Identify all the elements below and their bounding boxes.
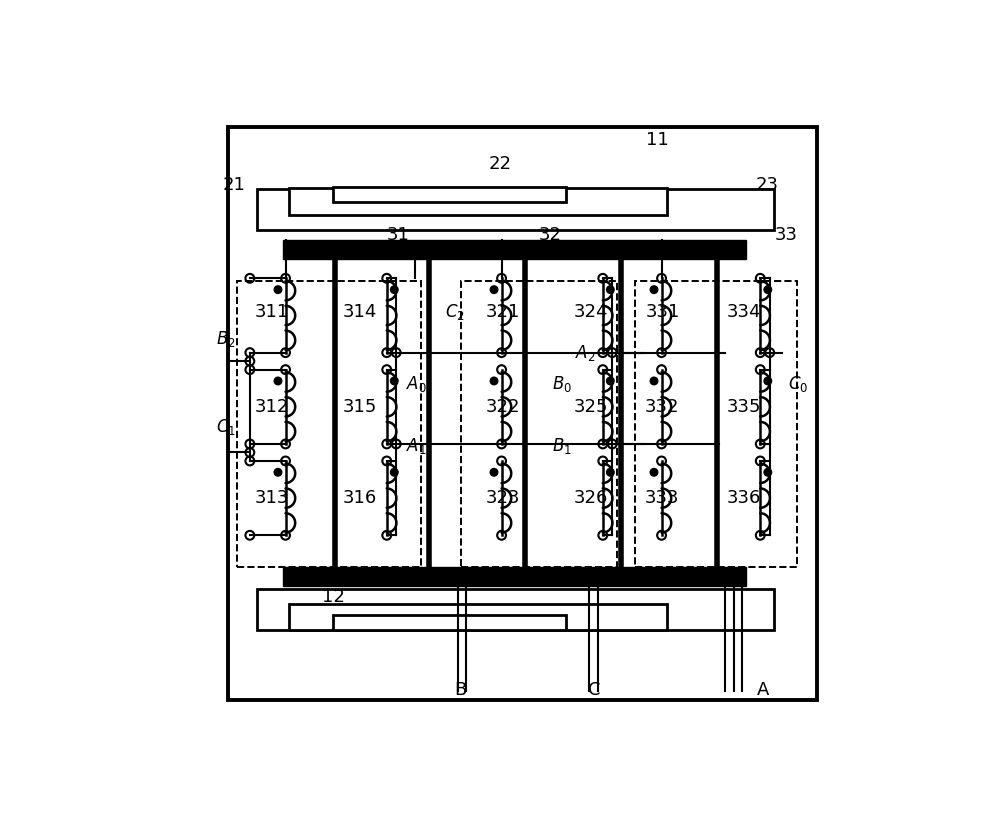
Text: $C_2$: $C_2$ — [445, 303, 464, 322]
Text: 316: 316 — [343, 489, 377, 507]
Bar — [289, 188, 667, 214]
Bar — [257, 190, 774, 231]
Circle shape — [650, 469, 658, 476]
Circle shape — [274, 377, 282, 384]
Circle shape — [607, 469, 614, 476]
Text: 33: 33 — [774, 227, 797, 245]
Bar — [289, 604, 667, 631]
Text: 32: 32 — [539, 227, 562, 245]
Circle shape — [764, 285, 772, 294]
Text: 312: 312 — [255, 398, 289, 416]
Circle shape — [274, 469, 282, 476]
Circle shape — [650, 285, 658, 294]
Text: $B_0$: $B_0$ — [552, 374, 572, 394]
Circle shape — [490, 377, 498, 384]
Text: A: A — [757, 681, 769, 699]
Text: 315: 315 — [343, 398, 377, 416]
Text: 334: 334 — [727, 303, 762, 321]
Text: 331: 331 — [645, 303, 680, 321]
Text: 333: 333 — [645, 489, 680, 507]
Bar — [635, 281, 797, 568]
Circle shape — [391, 469, 398, 476]
Circle shape — [274, 285, 282, 294]
Text: 336: 336 — [727, 489, 761, 507]
Circle shape — [764, 469, 772, 476]
Bar — [283, 568, 746, 587]
Bar — [283, 240, 746, 258]
Text: 23: 23 — [756, 176, 779, 194]
Text: 322: 322 — [486, 398, 520, 416]
Text: 12: 12 — [322, 588, 344, 606]
Bar — [333, 187, 566, 202]
Bar — [257, 590, 774, 631]
Text: 321: 321 — [486, 303, 520, 321]
Text: $C_1$: $C_1$ — [216, 417, 236, 437]
Text: $A_1$: $A_1$ — [406, 436, 427, 456]
Circle shape — [391, 285, 398, 294]
Bar — [333, 615, 566, 631]
Circle shape — [607, 377, 614, 384]
Text: 314: 314 — [343, 303, 377, 321]
Text: 311: 311 — [255, 303, 289, 321]
Circle shape — [490, 285, 498, 294]
Circle shape — [391, 377, 398, 384]
Text: 11: 11 — [646, 131, 669, 149]
Bar — [237, 281, 421, 568]
Text: 323: 323 — [486, 489, 520, 507]
Text: 335: 335 — [727, 398, 762, 416]
Text: 22: 22 — [488, 155, 511, 173]
Circle shape — [650, 377, 658, 384]
Bar — [461, 281, 617, 568]
Text: 31: 31 — [386, 227, 409, 245]
Text: 325: 325 — [574, 398, 608, 416]
Text: $B_2$: $B_2$ — [216, 329, 236, 348]
Text: B: B — [455, 681, 467, 699]
Text: $A_2$: $A_2$ — [575, 343, 595, 362]
Circle shape — [607, 285, 614, 294]
Text: $C_0$: $C_0$ — [788, 374, 808, 394]
Text: 326: 326 — [574, 489, 608, 507]
Text: C: C — [588, 681, 601, 699]
Text: 21: 21 — [223, 176, 246, 194]
Circle shape — [490, 469, 498, 476]
Text: 313: 313 — [255, 489, 289, 507]
Text: $A_0$: $A_0$ — [406, 374, 427, 394]
Circle shape — [764, 377, 772, 384]
Text: 332: 332 — [645, 398, 680, 416]
Text: 324: 324 — [574, 303, 608, 321]
Text: $B_1$: $B_1$ — [552, 436, 572, 456]
